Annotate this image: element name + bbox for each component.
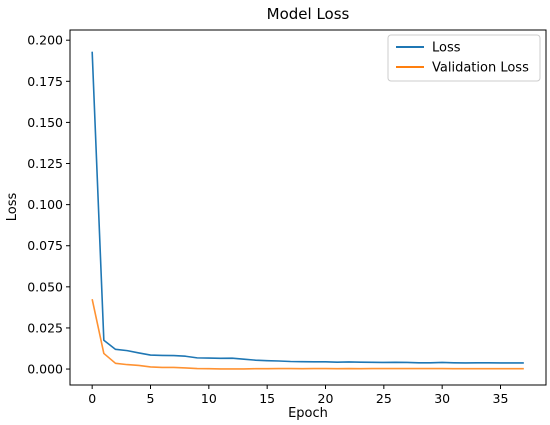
x-tick-label: 25 (376, 391, 392, 406)
x-tick-label: 0 (88, 391, 96, 406)
y-tick-label: 0.075 (27, 238, 63, 253)
x-tick-label: 30 (434, 391, 450, 406)
chart-title: Model Loss (267, 5, 350, 23)
y-tick-label: 0.000 (27, 362, 63, 377)
legend-entry: Validation Loss (432, 61, 529, 76)
y-tick-label: 0.150 (27, 115, 63, 130)
y-tick-label: 0.100 (27, 197, 63, 212)
x-axis-label: Epoch (288, 406, 328, 421)
y-tick-label: 0.050 (27, 279, 63, 294)
series-line-validation-loss (91, 299, 524, 370)
series-lines (91, 51, 524, 370)
y-tick-label: 0.175 (27, 74, 63, 89)
legend-box (387, 34, 541, 82)
y-tick-label: 0.025 (27, 320, 63, 335)
x-tick-label: 5 (147, 391, 155, 406)
x-axis: 0 5 10 15 20 25 30 35 (88, 385, 508, 406)
x-tick-label: 20 (318, 391, 334, 406)
series-line-loss (91, 51, 524, 364)
y-axis: 0.000 0.025 0.050 0.075 0.100 0.125 0.150 0.175… (27, 33, 70, 377)
y-axis-label: Loss (5, 193, 20, 222)
x-tick-label: 35 (493, 391, 509, 406)
y-tick-label: 0.200 (27, 33, 63, 48)
legend-entry: Loss (432, 41, 461, 56)
legend: Loss Validation Loss (387, 34, 541, 82)
plot-area (69, 29, 547, 386)
x-tick-label: 10 (201, 391, 217, 406)
y-tick-label: 0.125 (27, 156, 63, 171)
x-tick-label: 15 (259, 391, 275, 406)
